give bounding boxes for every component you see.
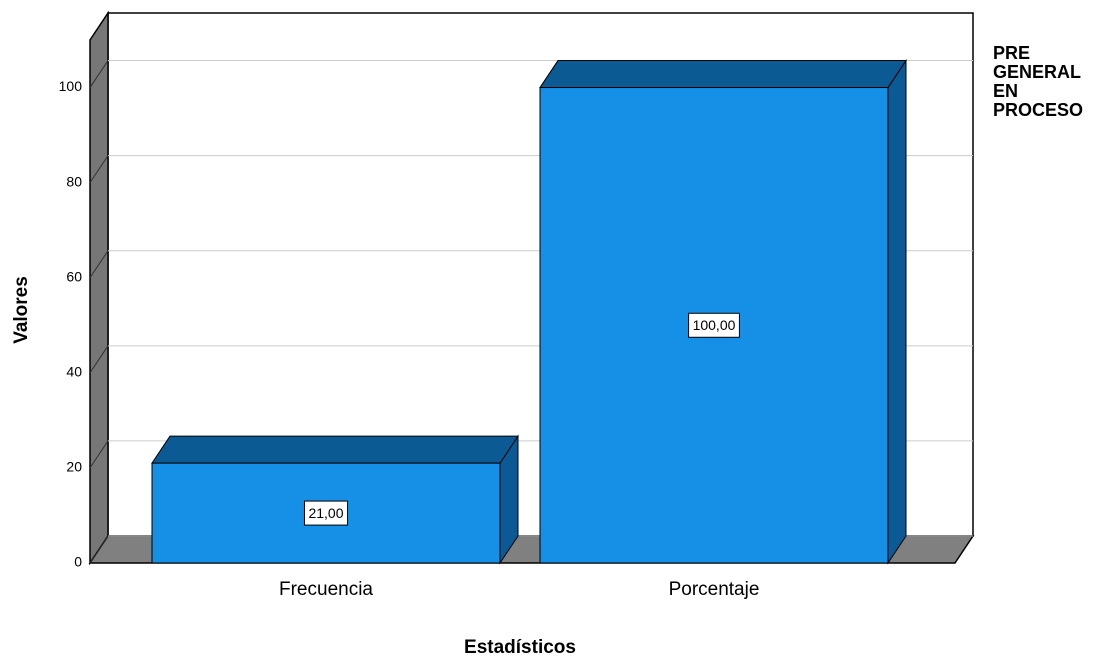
left-wall — [89, 10, 109, 566]
y-tick-label: 20 — [66, 459, 82, 475]
y-tick — [89, 60, 109, 88]
y-tick-label: 0 — [74, 554, 82, 570]
y-axis-title: Valores — [11, 276, 32, 344]
y-tick — [89, 535, 109, 564]
y-tick-label: 60 — [66, 268, 82, 284]
y-tick-label: 100 — [59, 78, 83, 94]
y-tick — [89, 155, 109, 183]
bar — [539, 58, 907, 565]
y-tick — [89, 440, 109, 469]
legend-title: PRE GENERAL EN PROCESO — [993, 43, 1084, 120]
y-tick-label: 80 — [66, 173, 82, 189]
x-tick-label: Frecuencia — [279, 579, 373, 600]
bar-top — [539, 60, 907, 89]
value-label-box — [688, 312, 740, 338]
bar-top — [151, 435, 519, 464]
value-label-box — [303, 500, 349, 526]
x-axis-title: Estadísticos — [464, 637, 576, 658]
x-tick-label: Porcentaje — [669, 579, 760, 600]
value-label: 21,00 — [308, 505, 343, 521]
y-tick — [89, 250, 109, 279]
bar — [151, 434, 519, 565]
bar-side — [887, 58, 907, 565]
y-tick-label: 40 — [66, 364, 82, 380]
value-label: 100,00 — [693, 317, 736, 333]
y-tick — [89, 345, 109, 374]
